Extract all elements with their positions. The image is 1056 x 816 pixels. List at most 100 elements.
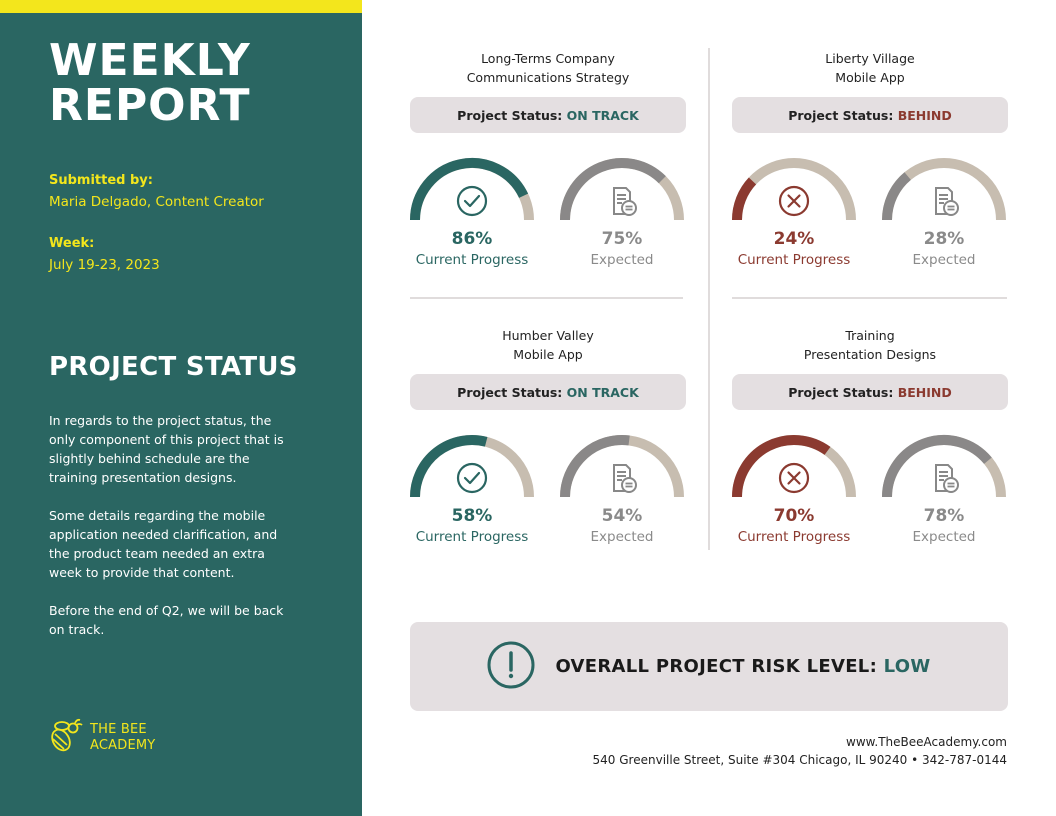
project-title-line-1: Long-Terms Company [481,51,615,66]
expected-progress-gauge: 54% Expected [552,434,692,545]
gauge-arc [560,158,684,221]
top-accent-bar [0,0,362,13]
x-circle-icon [778,185,810,217]
week-label: Week: [49,236,95,251]
sidebar [0,13,362,816]
gauge-arc [410,435,534,498]
project-title-line-1: Liberty Village [825,51,915,66]
expected-progress-label: Expected [590,252,654,268]
week-value: July 19-23, 2023 [49,257,160,273]
gauge-arc [882,435,1006,498]
gauge-track [732,158,856,221]
current-progress-value: 70% [773,506,815,526]
gauge-fill [560,435,630,498]
risk-text: OVERALL PROJECT RISK LEVEL: LOW [555,656,930,677]
status-paragraph-2: Some details regarding the mobile applic… [49,508,278,580]
project-card: Liberty Village Mobile App Project Status:… [732,49,1008,287]
project-title: Liberty Village Mobile App [732,49,1008,87]
bee-icon [49,718,83,758]
expected-progress-gauge: 75% Expected [552,157,692,268]
gauge-arc [882,158,1006,221]
project-card: Training Presentation Designs Project Stat… [732,326,1008,564]
gauge-track [732,435,856,498]
submitted-by-value: Maria Delgado, Content Creator [49,194,264,210]
status-label: Project Status: [788,107,894,123]
current-progress-gauge: 58% Current Progress [402,434,542,545]
status-paragraph-3: Before the end of Q2, we will be back on… [49,603,284,637]
document-icon [935,464,959,493]
project-status-pill: Project Status: BEHIND [732,374,1008,410]
project-title-line-1: Humber Valley [502,328,594,343]
expected-progress-label: Expected [912,252,976,268]
project-title-line-2: Mobile App [835,70,905,85]
project-status-pill: Project Status: BEHIND [732,97,1008,133]
footer-website[interactable]: www.TheBeeAcademy.com [846,735,1007,749]
gauge-arc [410,158,534,221]
status-paragraph-1: In regards to the project status, the on… [49,413,284,485]
gauges-row: 24% Current Progress 28% Expected [732,157,1008,287]
expected-progress-label: Expected [590,529,654,545]
risk-label: OVERALL PROJECT RISK LEVEL: [555,656,878,677]
project-card: Humber Valley Mobile App Project Status: O… [410,326,686,564]
gauge-arc [732,158,856,221]
project-status-pill: Project Status: ON TRACK [410,97,686,133]
status-label: Project Status: [788,384,894,400]
current-progress-value: 58% [451,506,493,526]
expected-progress-gauge: 78% Expected [874,434,1014,545]
horizontal-divider [410,297,683,299]
gauge-track [410,435,534,498]
gauges-row: 86% Current Progress 75% Expected [410,157,686,287]
expected-progress-value: 54% [601,506,643,526]
expected-progress-label: Expected [912,529,976,545]
status-value: ON TRACK [566,107,639,123]
project-title: Long-Terms Company Communications Strateg… [410,49,686,87]
gauge-fill [410,158,529,221]
risk-level: LOW [883,656,931,677]
title-line-1: WEEKLY [49,35,251,86]
gauge-fill [882,172,912,221]
page-title: WEEKLY REPORT [49,38,251,128]
current-progress-value: 24% [773,229,815,249]
current-progress-value: 86% [451,229,493,249]
document-icon [613,464,637,493]
gauge-fill [732,177,757,221]
check-circle-icon [456,185,488,217]
gauge-fill [732,435,831,498]
expected-progress-gauge: 28% Expected [874,157,1014,268]
submitted-by-label: Submitted by: [49,173,153,188]
title-line-2: REPORT [49,80,251,131]
current-progress-label: Current Progress [737,252,851,268]
gauge-arc [732,435,856,498]
expected-progress-value: 75% [601,229,643,249]
vertical-divider [708,48,710,550]
project-title-line-2: Mobile App [513,347,583,362]
overall-risk-box: OVERALL PROJECT RISK LEVEL: LOW [410,622,1008,711]
expected-progress-value: 28% [923,229,965,249]
current-progress-label: Current Progress [415,252,529,268]
project-title-line-1: Training [845,328,895,343]
status-value: BEHIND [897,107,952,123]
status-value: BEHIND [897,384,952,400]
gauge-fill [882,435,992,498]
project-status-heading: PROJECT STATUS [49,352,298,382]
exclamation-circle-icon [487,641,535,693]
gauges-row: 70% Current Progress 78% Expected [732,434,1008,564]
gauge-track [410,158,534,221]
project-title: Training Presentation Designs [732,326,1008,364]
expected-progress-value: 78% [923,506,965,526]
footer-address: 540 Greenville Street, Suite #304 Chicag… [592,753,1007,767]
check-circle-icon [456,462,488,494]
current-progress-label: Current Progress [737,529,851,545]
logo-line-1: THE BEE [90,722,147,737]
current-progress-gauge: 70% Current Progress [724,434,864,545]
current-progress-gauge: 24% Current Progress [724,157,864,268]
document-icon [935,187,959,216]
horizontal-divider [732,297,1007,299]
current-progress-label: Current Progress [415,529,529,545]
status-label: Project Status: [457,384,563,400]
current-progress-gauge: 86% Current Progress [402,157,542,268]
project-status-pill: Project Status: ON TRACK [410,374,686,410]
logo-text: THE BEE ACADEMY [90,722,155,754]
project-title-line-2: Communications Strategy [466,70,630,85]
x-circle-icon [778,462,810,494]
